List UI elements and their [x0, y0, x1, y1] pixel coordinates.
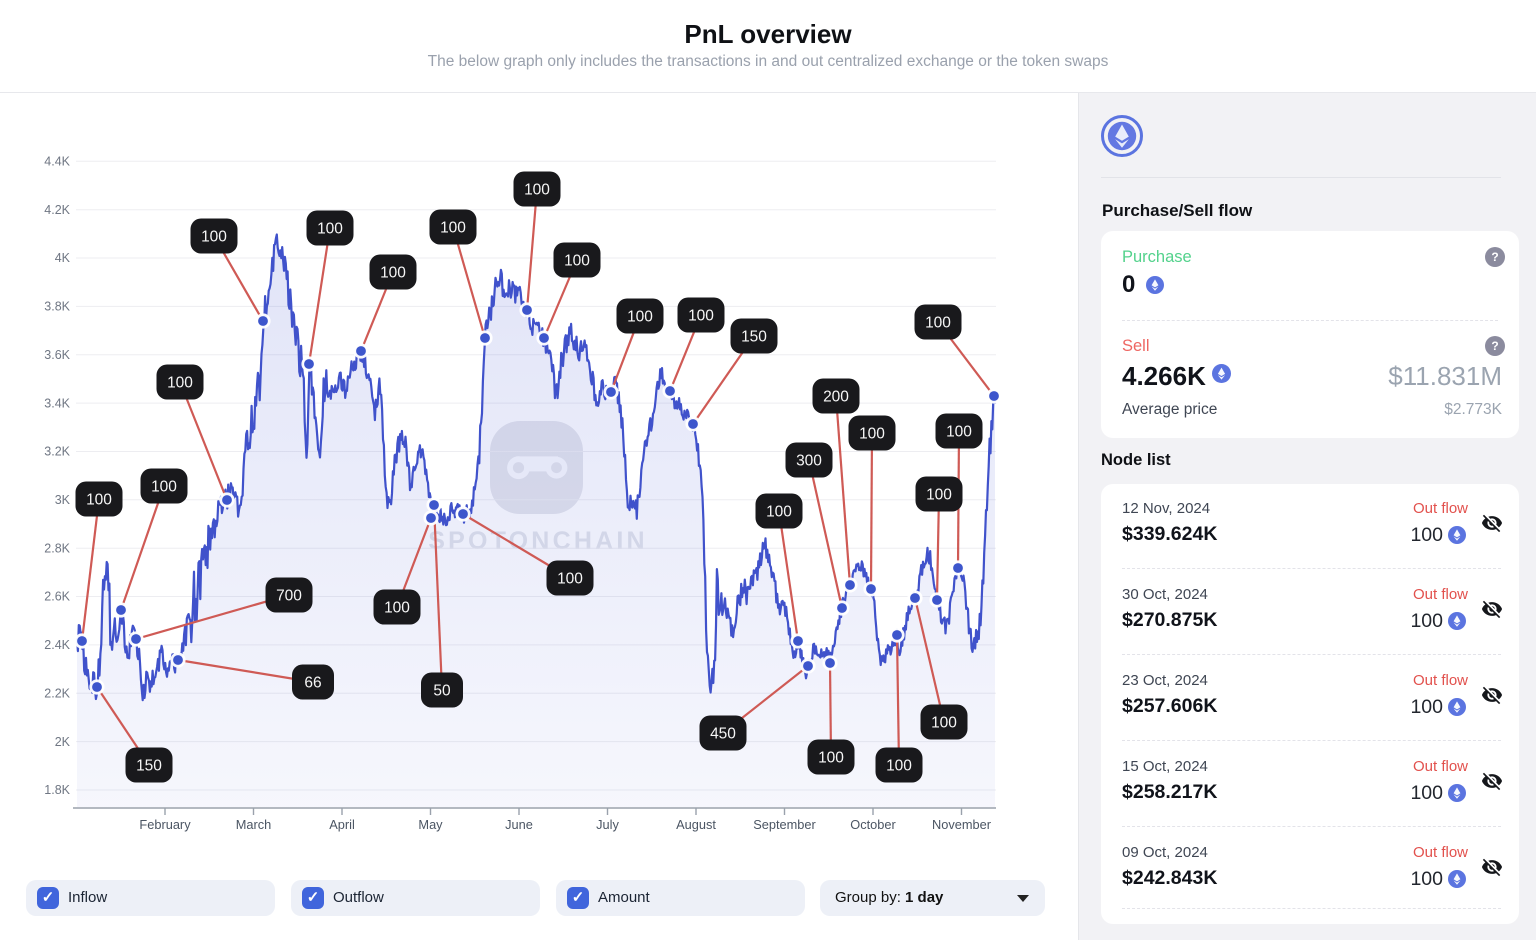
svg-text:100: 100: [317, 221, 343, 238]
svg-text:100: 100: [201, 229, 227, 246]
svg-text:100: 100: [925, 315, 951, 332]
svg-text:50: 50: [433, 683, 451, 700]
svg-text:July: July: [596, 817, 619, 832]
svg-text:100: 100: [151, 479, 177, 496]
svg-text:150: 150: [136, 758, 162, 775]
svg-text:100: 100: [380, 265, 406, 282]
svg-text:100: 100: [440, 220, 466, 237]
svg-text:100: 100: [766, 504, 792, 521]
svg-text:2.2K: 2.2K: [44, 687, 70, 701]
svg-text:100: 100: [926, 487, 952, 504]
svg-text:100: 100: [167, 375, 193, 392]
svg-text:100: 100: [564, 253, 590, 270]
svg-text:2K: 2K: [55, 735, 71, 749]
svg-text:April: April: [329, 817, 355, 832]
svg-text:1.8K: 1.8K: [44, 783, 70, 797]
svg-text:4.2K: 4.2K: [44, 203, 70, 217]
svg-text:2.6K: 2.6K: [44, 590, 70, 604]
svg-text:300: 300: [796, 453, 822, 470]
svg-text:450: 450: [710, 726, 736, 743]
svg-text:100: 100: [384, 600, 410, 617]
svg-text:100: 100: [818, 750, 844, 767]
svg-text:100: 100: [859, 426, 885, 443]
svg-text:3.4K: 3.4K: [44, 396, 70, 410]
svg-text:March: March: [236, 817, 272, 832]
svg-text:100: 100: [688, 308, 714, 325]
svg-text:February: February: [139, 817, 191, 832]
svg-text:September: September: [753, 817, 816, 832]
svg-text:66: 66: [304, 675, 321, 692]
svg-text:3K: 3K: [55, 493, 71, 507]
svg-text:100: 100: [557, 571, 583, 588]
svg-text:August: August: [676, 817, 716, 832]
svg-text:2.4K: 2.4K: [44, 638, 70, 652]
svg-text:200: 200: [823, 389, 849, 406]
svg-text:100: 100: [627, 309, 653, 326]
svg-text:October: October: [850, 817, 896, 832]
svg-text:November: November: [932, 817, 992, 832]
svg-text:100: 100: [946, 424, 972, 441]
svg-text:3.2K: 3.2K: [44, 445, 70, 459]
svg-text:100: 100: [524, 182, 550, 199]
svg-text:4K: 4K: [55, 251, 71, 265]
svg-text:100: 100: [86, 492, 112, 509]
svg-text:100: 100: [886, 758, 912, 775]
svg-text:3.8K: 3.8K: [44, 300, 70, 314]
svg-text:May: May: [418, 817, 443, 832]
svg-text:150: 150: [741, 329, 767, 346]
svg-text:4.4K: 4.4K: [44, 155, 70, 169]
svg-text:3.6K: 3.6K: [44, 348, 70, 362]
svg-text:June: June: [505, 817, 533, 832]
svg-text:2.8K: 2.8K: [44, 541, 70, 555]
svg-text:700: 700: [276, 588, 302, 605]
svg-text:100: 100: [931, 715, 957, 732]
